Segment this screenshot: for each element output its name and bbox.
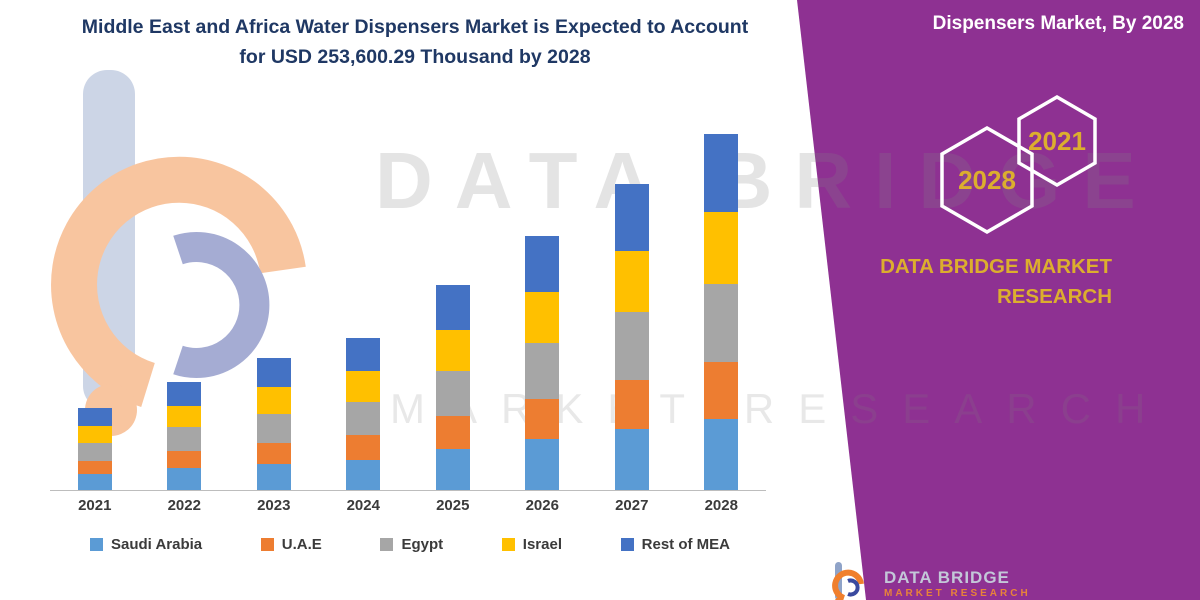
bar-segment-2024-israel bbox=[346, 371, 381, 402]
bar-segment-2027-u-a-e bbox=[614, 379, 649, 429]
legend-label: Egypt bbox=[401, 536, 444, 553]
page-title-line2: for USD 253,600.29 Thousand by 2028 bbox=[239, 46, 591, 68]
bar-segment-2021-u-a-e bbox=[77, 460, 112, 474]
bar-segment-2022-u-a-e bbox=[167, 451, 202, 469]
legend-item-saudi-arabia: Saudi Arabia bbox=[90, 536, 202, 553]
legend-label: Saudi Arabia bbox=[111, 536, 203, 553]
x-axis-labels: 2021 2022 2023 2024 2025 2026 2027 2028 bbox=[50, 497, 766, 514]
bar-segment-2026-saudi-arabia bbox=[525, 439, 560, 490]
bar-segment-2022-egypt bbox=[167, 427, 202, 452]
bar-segment-2024-u-a-e bbox=[346, 435, 381, 460]
x-axis-label-2025: 2025 bbox=[436, 497, 470, 514]
bar-segment-2024-egypt bbox=[346, 401, 381, 436]
bar-segment-2023-saudi-arabia bbox=[256, 463, 291, 490]
bar-segment-2021-egypt bbox=[77, 442, 112, 461]
bar-segment-2027-egypt bbox=[614, 312, 649, 380]
x-axis-label-2027: 2027 bbox=[615, 497, 649, 514]
bar-segment-2027-israel bbox=[614, 251, 649, 313]
bar-2022 bbox=[167, 382, 202, 490]
legend-label: U.A.E bbox=[281, 536, 322, 553]
legend-item-rest-of-mea: Rest of MEA bbox=[620, 536, 730, 553]
bar-segment-2021-saudi-arabia bbox=[77, 473, 112, 490]
bar-segment-2027-rest-of-mea bbox=[614, 184, 649, 252]
databridge-logo-watermark bbox=[51, 70, 306, 436]
footer-logo-text: DATA BRIDGE MARKET RESEARCH bbox=[884, 568, 1031, 599]
brand-text: DATA BRIDGE MARKET RESEARCH bbox=[880, 252, 1112, 312]
bar-2023 bbox=[256, 358, 291, 490]
bar-2025 bbox=[435, 285, 470, 490]
legend-label: Israel bbox=[522, 536, 562, 553]
watermark-text-marketresearch: MARKET RESEARCH bbox=[390, 385, 1170, 432]
brand-text-line2: RESEARCH bbox=[996, 285, 1112, 308]
legend-swatch bbox=[260, 538, 274, 551]
page-title-line1: Middle East and Africa Water Dispensers … bbox=[81, 16, 749, 38]
databridge-logo-icon bbox=[832, 562, 864, 600]
hexagon-2028 bbox=[940, 125, 1034, 235]
legend-swatch bbox=[90, 538, 103, 551]
bar-segment-2028-egypt bbox=[704, 283, 739, 362]
bar-segment-2028-u-a-e bbox=[704, 361, 739, 419]
bar-segment-2021-rest-of-mea bbox=[77, 408, 112, 427]
bar-segment-2026-israel bbox=[525, 291, 560, 343]
bar-segment-2028-israel bbox=[704, 212, 739, 284]
bar-segment-2025-egypt bbox=[435, 371, 470, 417]
x-axis-label-2023: 2023 bbox=[257, 497, 291, 514]
hexagon-2028-label: 2028 bbox=[958, 165, 1016, 195]
x-axis-label-2021: 2021 bbox=[78, 497, 112, 514]
bar-2028 bbox=[704, 134, 739, 490]
chart-legend: Saudi Arabia U.A.E Egypt Israel Rest of MEA bbox=[60, 536, 760, 553]
bar-2024 bbox=[346, 338, 381, 490]
bar-segment-2025-saudi-arabia bbox=[435, 449, 470, 490]
bar-2027 bbox=[614, 184, 649, 490]
bar-segment-2026-egypt bbox=[525, 342, 560, 399]
bar-segment-2024-saudi-arabia bbox=[346, 459, 381, 490]
footer-logo: DATA BRIDGE MARKET RESEARCH bbox=[830, 560, 1031, 600]
chart-plot-area bbox=[50, 134, 766, 491]
legend-swatch bbox=[380, 538, 394, 551]
hexagon-2021-label: 2021 bbox=[1028, 126, 1086, 156]
legend-item-u-a-e: U.A.E bbox=[260, 536, 322, 553]
footer-logo-name: DATA BRIDGE bbox=[884, 567, 1010, 587]
legend-item-egypt: Egypt bbox=[380, 536, 443, 553]
bar-segment-2025-u-a-e bbox=[435, 416, 470, 450]
bar-segment-2022-israel bbox=[167, 405, 202, 428]
legend-swatch bbox=[620, 538, 634, 551]
bar-segment-2028-rest-of-mea bbox=[704, 134, 739, 213]
bar-2021 bbox=[77, 408, 112, 490]
brand-text-line1: DATA BRIDGE MARKET bbox=[880, 255, 1112, 278]
bar-segment-2022-saudi-arabia bbox=[167, 468, 202, 490]
bar-segment-2028-saudi-arabia bbox=[704, 418, 739, 490]
x-axis-label-2028: 2028 bbox=[704, 497, 738, 514]
legend-label: Rest of MEA bbox=[641, 536, 730, 553]
hexagon-2021 bbox=[1017, 95, 1097, 188]
bar-segment-2021-israel bbox=[77, 426, 112, 443]
bar-segment-2026-rest-of-mea bbox=[525, 236, 560, 292]
bar-segment-2027-saudi-arabia bbox=[614, 428, 649, 490]
side-panel-heading: Dispensers Market, By 2028 bbox=[932, 13, 1184, 34]
legend-swatch bbox=[501, 538, 515, 551]
x-axis-label-2024: 2024 bbox=[346, 497, 380, 514]
bar-segment-2023-israel bbox=[256, 387, 291, 414]
watermark-text-databridge: DATA BRIDGE bbox=[375, 136, 1158, 225]
bar-segment-2025-rest-of-mea bbox=[435, 285, 470, 331]
bar-segment-2023-u-a-e bbox=[256, 442, 291, 464]
footer-logo-sub: MARKET RESEARCH bbox=[884, 587, 1031, 599]
stacked-bar-chart: 2021 2022 2023 2024 2025 2026 2027 2028 bbox=[50, 134, 766, 514]
bar-segment-2026-u-a-e bbox=[525, 398, 560, 440]
bar-segment-2023-rest-of-mea bbox=[256, 358, 291, 388]
legend-item-israel: Israel bbox=[501, 536, 562, 553]
x-axis-label-2026: 2026 bbox=[525, 497, 559, 514]
page-title: Middle East and Africa Water Dispensers … bbox=[30, 12, 800, 72]
bar-segment-2025-israel bbox=[435, 330, 470, 372]
year-hexagons: 2028 2021 bbox=[940, 95, 1097, 235]
bar-segment-2023-egypt bbox=[256, 413, 291, 443]
bar-segment-2022-rest-of-mea bbox=[167, 382, 202, 406]
bar-segment-2024-rest-of-mea bbox=[346, 338, 381, 372]
x-axis-label-2022: 2022 bbox=[167, 497, 201, 514]
bar-2026 bbox=[525, 236, 560, 490]
